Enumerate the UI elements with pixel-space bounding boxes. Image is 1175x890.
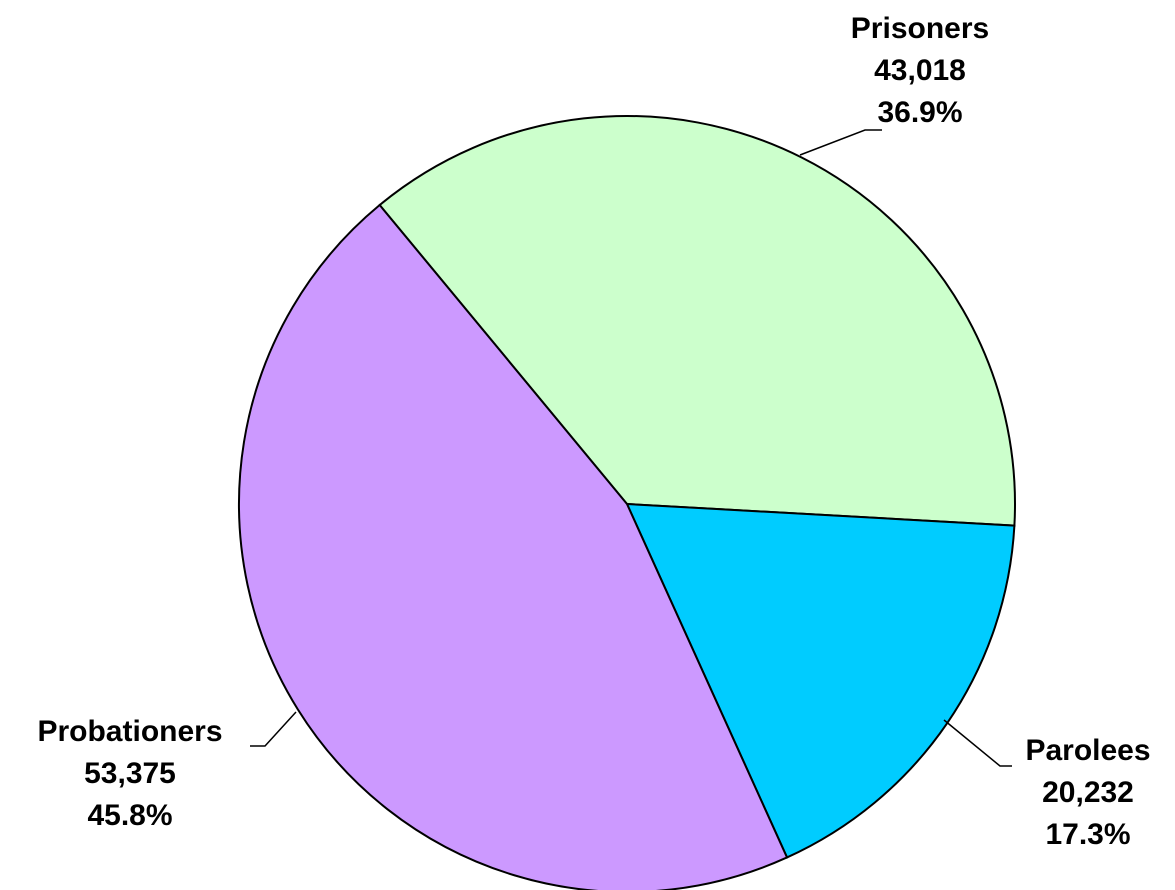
percent-label: 45.8%	[87, 799, 172, 832]
percent-label: 17.3%	[1045, 818, 1130, 851]
pie-slice	[238, 203, 789, 890]
value-label: 20,232	[1042, 776, 1134, 809]
pie-slice	[378, 115, 1016, 527]
leader-line	[799, 129, 882, 156]
slice-label: Parolees	[1025, 734, 1150, 767]
percent-label: 36.9%	[877, 96, 962, 129]
leader-line	[250, 711, 297, 747]
value-label: 53,375	[84, 757, 176, 790]
value-label: 43,018	[874, 54, 966, 87]
slice-label: Prisoners	[851, 12, 989, 45]
slice-label: Probationers	[37, 715, 222, 748]
leader-line	[943, 719, 1012, 767]
